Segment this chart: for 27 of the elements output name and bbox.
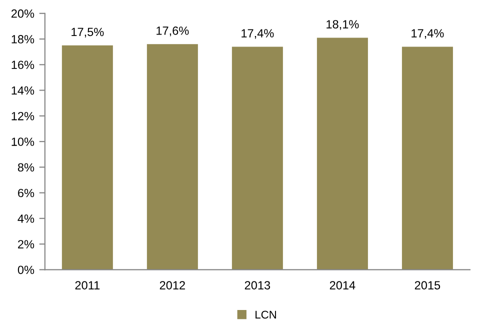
bar [62,45,113,270]
bar [232,46,283,270]
y-tick-label: 14% [12,86,34,95]
data-label: 17,4% [412,29,444,39]
y-tick-label: 16% [12,60,34,70]
y-tick-label: 8% [18,163,34,172]
data-label: 17,4% [242,29,274,39]
bar [402,46,453,270]
y-tick-label: 10% [12,138,34,146]
y-tick-label: 2% [18,240,34,248]
bar [316,38,368,270]
data-label: 17,5% [72,28,104,38]
x-tick-label: 2012 [160,281,185,290]
x-tick-label: 2014 [330,281,356,290]
bar [146,44,198,270]
y-tick-label: 0% [18,266,34,274]
data-label: 17,6% [156,26,189,36]
x-tick-label: 2015 [414,281,440,290]
legend-label: LCN [256,310,276,319]
x-tick-label: 2011 [75,281,100,290]
x-tick-label: 2013 [244,281,270,290]
data-label: 18,1% [326,20,359,30]
y-tick-label: 20% [11,9,34,18]
y-tick-label: 18% [12,35,34,44]
y-tick-label: 12% [12,112,34,120]
y-tick-label: 6% [18,188,34,198]
y-tick-label: 4% [18,214,34,223]
